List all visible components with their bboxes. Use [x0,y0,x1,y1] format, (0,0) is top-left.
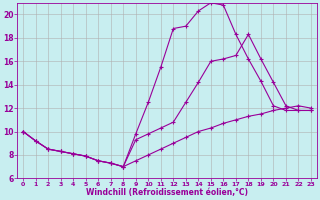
X-axis label: Windchill (Refroidissement éolien,°C): Windchill (Refroidissement éolien,°C) [86,188,248,197]
